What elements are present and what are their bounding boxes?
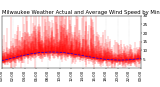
Text: Milwaukee Weather Actual and Average Wind Speed by Minute mph (Last 24 Hours): Milwaukee Weather Actual and Average Win…	[2, 10, 160, 15]
